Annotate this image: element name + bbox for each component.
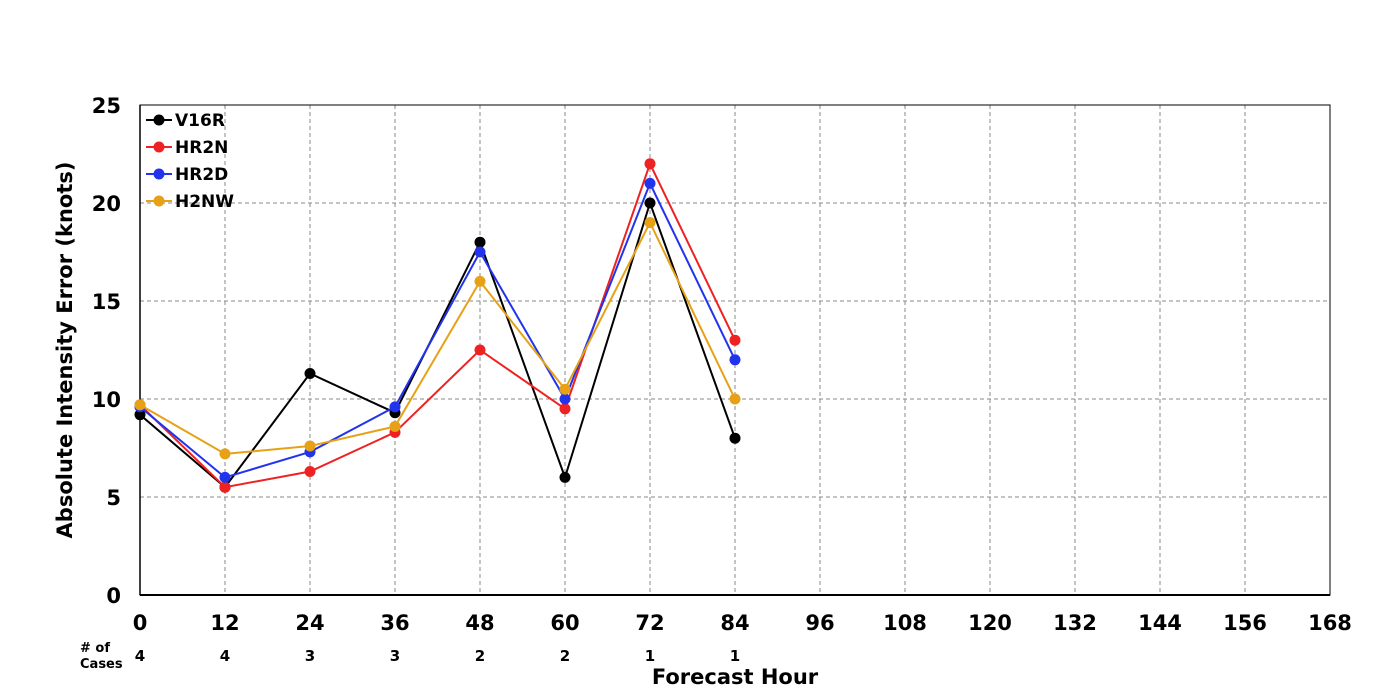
series-layer [134, 158, 741, 493]
data-point-hr2n-48 [474, 344, 486, 356]
x-tick-label-14: 168 [1308, 611, 1352, 635]
x-tick-label-6: 72 [635, 611, 664, 635]
y-tick-label-2: 10 [92, 388, 121, 412]
x-tick-label-5: 60 [550, 611, 579, 635]
legend-label-hr2d: HR2D [175, 165, 228, 185]
legend-marker-v16r [153, 114, 165, 126]
series-h2nw [134, 217, 741, 460]
legend-marker-hr2d [153, 168, 165, 180]
y-tick-label-4: 20 [92, 192, 121, 216]
legend-item-hr2d: HR2D [146, 165, 228, 185]
legend-marker-hr2n [153, 141, 165, 153]
data-point-hr2n-84 [729, 334, 741, 346]
cases-row: 4 4 3 3 2 2 1 1 [135, 647, 740, 665]
data-point-hr2n-24 [304, 466, 316, 478]
y-axis-title: Absolute Intensity Error (knots) [53, 162, 77, 539]
data-point-hr2d-12 [219, 471, 231, 483]
data-point-v16r-24 [304, 368, 316, 380]
data-point-v16r-60 [559, 471, 571, 483]
series-line-hr2n [139, 161, 736, 489]
data-point-hr2d-48 [474, 246, 486, 258]
data-point-h2nw-24 [304, 440, 316, 452]
x-tick-label-3: 36 [380, 611, 409, 635]
x-axis-title: Forecast Hour [652, 665, 819, 689]
cases-count-6: 1 [645, 647, 655, 665]
x-tick-label-4: 48 [465, 611, 494, 635]
data-point-h2nw-72 [644, 217, 656, 229]
x-tick-label-9: 108 [883, 611, 927, 635]
data-point-h2nw-36 [389, 420, 401, 432]
series-line-hr2d [139, 180, 736, 479]
cases-title-line1: # of [80, 641, 110, 656]
legend-label-v16r: V16R [175, 111, 225, 131]
series-hr2d [134, 177, 741, 483]
cases-count-2: 3 [305, 647, 315, 665]
legend-label-hr2n: HR2N [175, 138, 228, 158]
data-point-hr2n-72 [644, 158, 656, 170]
x-tick-label-2: 24 [295, 611, 324, 635]
data-point-h2nw-84 [729, 393, 741, 405]
cases-count-3: 3 [390, 647, 400, 665]
data-point-hr2d-84 [729, 354, 741, 366]
x-tick-label-1: 12 [210, 611, 239, 635]
x-tick-label-13: 156 [1223, 611, 1267, 635]
x-tick-label-8: 96 [805, 611, 834, 635]
legend-item-h2nw: H2NW [146, 192, 234, 212]
y-tick-label-5: 25 [92, 94, 121, 118]
data-point-v16r-84 [729, 432, 741, 444]
legend-marker-h2nw [153, 195, 165, 207]
data-point-hr2d-60 [559, 393, 571, 405]
legend: V16R HR2N HR2D H2NW [146, 111, 234, 212]
data-point-h2nw-60 [559, 383, 571, 395]
series-line-h2nw [139, 220, 736, 455]
data-point-hr2d-36 [389, 401, 401, 413]
x-tick-label-0: 0 [133, 611, 148, 635]
x-tick-label-10: 120 [968, 611, 1012, 635]
data-point-hr2d-72 [644, 177, 656, 189]
legend-label-h2nw: H2NW [175, 192, 234, 212]
cases-title-line2: Cases [80, 657, 123, 672]
x-tick-label-11: 132 [1053, 611, 1097, 635]
data-point-h2nw-12 [219, 448, 231, 460]
data-point-v16r-48 [474, 236, 486, 248]
cases-count-5: 2 [560, 647, 570, 665]
data-point-h2nw-0 [134, 399, 146, 411]
cases-count-4: 2 [475, 647, 485, 665]
x-tick-label-12: 144 [1138, 611, 1182, 635]
y-tick-label-0: 0 [106, 584, 121, 608]
y-tick-label-1: 5 [106, 486, 121, 510]
legend-item-v16r: V16R [146, 111, 225, 131]
x-tick-label-7: 84 [720, 611, 749, 635]
data-point-hr2n-12 [219, 481, 231, 493]
plot-frame [139, 104, 1331, 596]
tick-labels: 0 12 24 36 48 60 72 84 96 108 120 132 144 156 168 0 5 10 1… [92, 94, 1352, 635]
cases-count-1: 4 [220, 647, 230, 665]
data-point-v16r-72 [644, 197, 656, 209]
data-point-v16r-0 [134, 409, 146, 421]
cases-count-0: 4 [135, 647, 145, 665]
data-point-hr2n-60 [559, 403, 571, 415]
y-tick-label-3: 15 [92, 290, 121, 314]
data-point-h2nw-48 [474, 275, 486, 287]
legend-item-hr2n: HR2N [146, 138, 228, 158]
cases-count-7: 1 [730, 647, 740, 665]
